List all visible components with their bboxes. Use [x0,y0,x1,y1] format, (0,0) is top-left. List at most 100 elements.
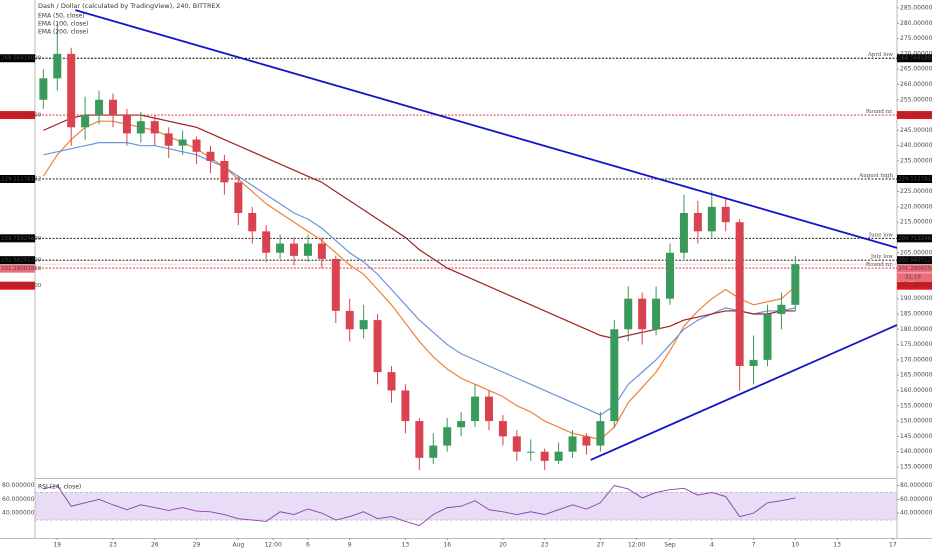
candle-body [248,212,257,232]
y-tick-label: 160.00000000 [900,387,932,394]
price-label-box [897,256,932,265]
price-label: 250.00000000 [898,113,932,119]
candle-body [582,436,591,446]
candle-body [178,139,187,146]
y-tick-label: 215.00000000 [900,219,932,226]
y-tick-label: 235.00000000 [900,157,932,164]
candle-body [512,436,521,452]
candle-body [638,298,647,330]
candle-body [610,329,619,422]
x-tick-label: 27 [597,542,605,549]
x-tick-label: Sep [664,542,676,549]
y-tick-label: 280.00000000 [900,20,932,27]
y-tick-label: 170.00000000 [900,356,932,363]
rsi-tick-label-left: 60.000000 [2,496,35,503]
candle-body [53,53,62,79]
candle-body [290,243,299,256]
candle-body [652,298,661,330]
price-label: 202.58251200 [898,258,932,264]
candle-body [415,421,424,458]
y-tick-label: 180.00000000 [900,326,932,333]
x-tick-label: 20 [499,542,507,549]
price-label: 209.71924600 [898,236,932,242]
candle-body [192,139,201,152]
x-tick-label: 12:00 [264,542,281,549]
x-tick-label: 16 [443,542,451,549]
price-label: 200.00000000 [1,283,42,289]
y-tick-label: 190.00000000 [900,295,932,302]
candle-body [401,390,410,422]
price-label: 268.56918000 [1,56,42,62]
countdown: 31:18 [905,275,921,281]
candle-body [777,304,786,314]
candle-body [39,78,48,100]
y-tick-label: 245.00000000 [900,127,932,134]
price-label-box [0,54,35,63]
candle-body [498,421,507,437]
price-label-box [0,111,35,120]
x-tick-label: 23 [109,542,117,549]
price-label-box [897,234,932,243]
y-tick-label: 175.00000000 [900,341,932,348]
candle-body [220,160,229,183]
level-name: August high [858,173,893,179]
rsi-tick-label-left: 80.000000 [2,482,35,489]
legend-entry: EMA (200, close) [38,29,88,36]
x-tick-label: 13 [402,542,410,549]
price-label-box [0,174,35,183]
candle-body [373,320,382,373]
candle-body [206,151,215,161]
candle-body [164,133,173,146]
rsi-tick-label: 60.000000 [900,496,932,503]
candle-body [554,451,563,461]
y-tick-label: 255.00000000 [900,96,932,103]
price-label-box [0,256,35,265]
price-label-box [897,174,932,183]
x-tick-label: 29 [193,542,201,549]
countdown-box [897,273,932,282]
price-label: 200.00000000 [898,283,932,289]
trendline [75,9,898,249]
y-tick-label: 185.00000000 [900,310,932,317]
candle-body [429,445,438,458]
y-tick-label: 225.00000000 [900,188,932,195]
x-tick-label: 9 [348,542,352,549]
x-tick-label: 7 [752,542,756,549]
x-tick-label: 12:00 [628,542,645,549]
ema-line [43,114,796,340]
x-tick-label: 26 [151,542,159,549]
candle-body [624,298,633,330]
rsi-line [43,485,796,527]
x-tick-label: 17 [889,542,897,549]
level-name: June low [868,232,893,238]
candle-body [763,313,772,360]
candle-body [234,182,243,213]
level-name: Round nr. [866,109,893,115]
trendline [590,324,898,461]
y-tick-label: 165.00000000 [900,372,932,379]
candle-body [749,359,758,366]
price-label-box [897,54,932,63]
price-label: 201.28001568 [1,266,42,272]
candle-body [471,396,480,422]
candle-body [359,320,368,330]
candle-body [122,115,131,134]
x-tick-label: Aug [232,542,244,549]
price-label: 229.11178132 [898,176,932,182]
candle-body [276,243,285,253]
legend-entry: EMA (100, close) [38,21,88,28]
price-label-box [897,264,932,273]
candle-body [721,206,730,223]
y-tick-label: 145.00000000 [900,433,932,440]
y-tick-label: 240.00000000 [900,142,932,149]
rsi-tick-label-left: 40.000000 [2,510,35,517]
level-name: Round nr. [866,262,893,268]
y-tick-label: 220.00000000 [900,203,932,210]
candle-body [108,99,117,116]
y-tick-label: 205.00000000 [900,249,932,256]
price-label: 209.71924600 [1,236,42,242]
candle-body [387,372,396,391]
price-label: 268.56918000 [898,56,932,62]
